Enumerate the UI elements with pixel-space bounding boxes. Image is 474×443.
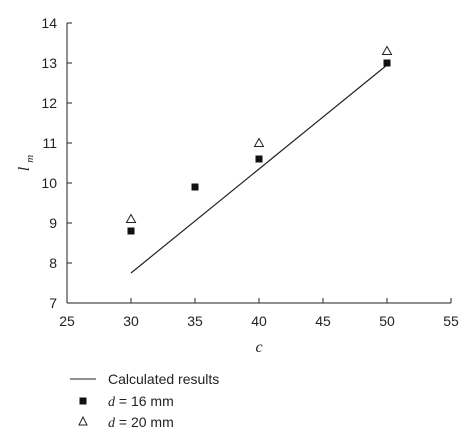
x-ticks: 25 30 35 40 45 50 55 [59,298,459,329]
series-layer [125,45,393,274]
x-tick-label: 30 [123,313,139,329]
d20-point [125,213,137,223]
legend-label-d20-rest: = 20 mm [115,414,174,430]
d16-point [255,155,263,163]
d20-point [381,45,393,55]
d16-point [191,183,199,191]
legend-entry-calculated: Calculated results [70,371,219,387]
legend-label-d20: d = 20 mm [108,414,174,431]
legend-square-swatch [79,397,87,405]
y-tick-label: 7 [49,295,57,311]
legend-triangle-swatch [78,415,88,426]
y-ticks: 7 8 9 10 11 12 13 14 [41,15,72,311]
y-tick-label: 8 [49,255,57,271]
y-axis-title-main: l [16,166,33,171]
legend-label-d20-var: d [108,416,116,431]
legend-label-d16-rest: = 16 mm [115,393,174,409]
legend-entry-d16: d = 16 mm [79,393,174,410]
plot-area: 25 30 35 40 45 50 55 7 8 9 10 11 12 13 14 [41,15,459,329]
y-tick-label: 10 [41,175,57,191]
svg-text:l m: l m [16,155,36,171]
d16-point [383,59,391,67]
x-tick-label: 55 [443,313,459,329]
calculated-results-line [130,64,388,274]
y-tick-label: 11 [42,135,57,151]
y-tick-label: 13 [41,55,57,71]
x-tick-label: 40 [251,313,267,329]
y-axis-title-sub: m [24,155,36,163]
y-axis-title: l m [16,155,36,171]
x-tick-label: 35 [187,313,203,329]
x-tick-label: 50 [379,313,395,329]
legend-label-d16: d = 16 mm [108,393,174,410]
y-tick-label: 12 [41,95,57,111]
d20-point [253,137,265,147]
legend-entry-d20: d = 20 mm [78,414,174,431]
d16-point [127,227,135,235]
y-tick-label: 9 [49,215,57,231]
legend: Calculated results d = 16 mm d = 20 mm [70,371,219,431]
legend-label-d16-var: d [108,395,116,410]
x-axis-title: c [255,339,262,356]
legend-label-calculated: Calculated results [108,371,219,387]
y-tick-label: 14 [41,15,57,31]
x-tick-label: 25 [59,313,75,329]
x-tick-label: 45 [315,313,331,329]
